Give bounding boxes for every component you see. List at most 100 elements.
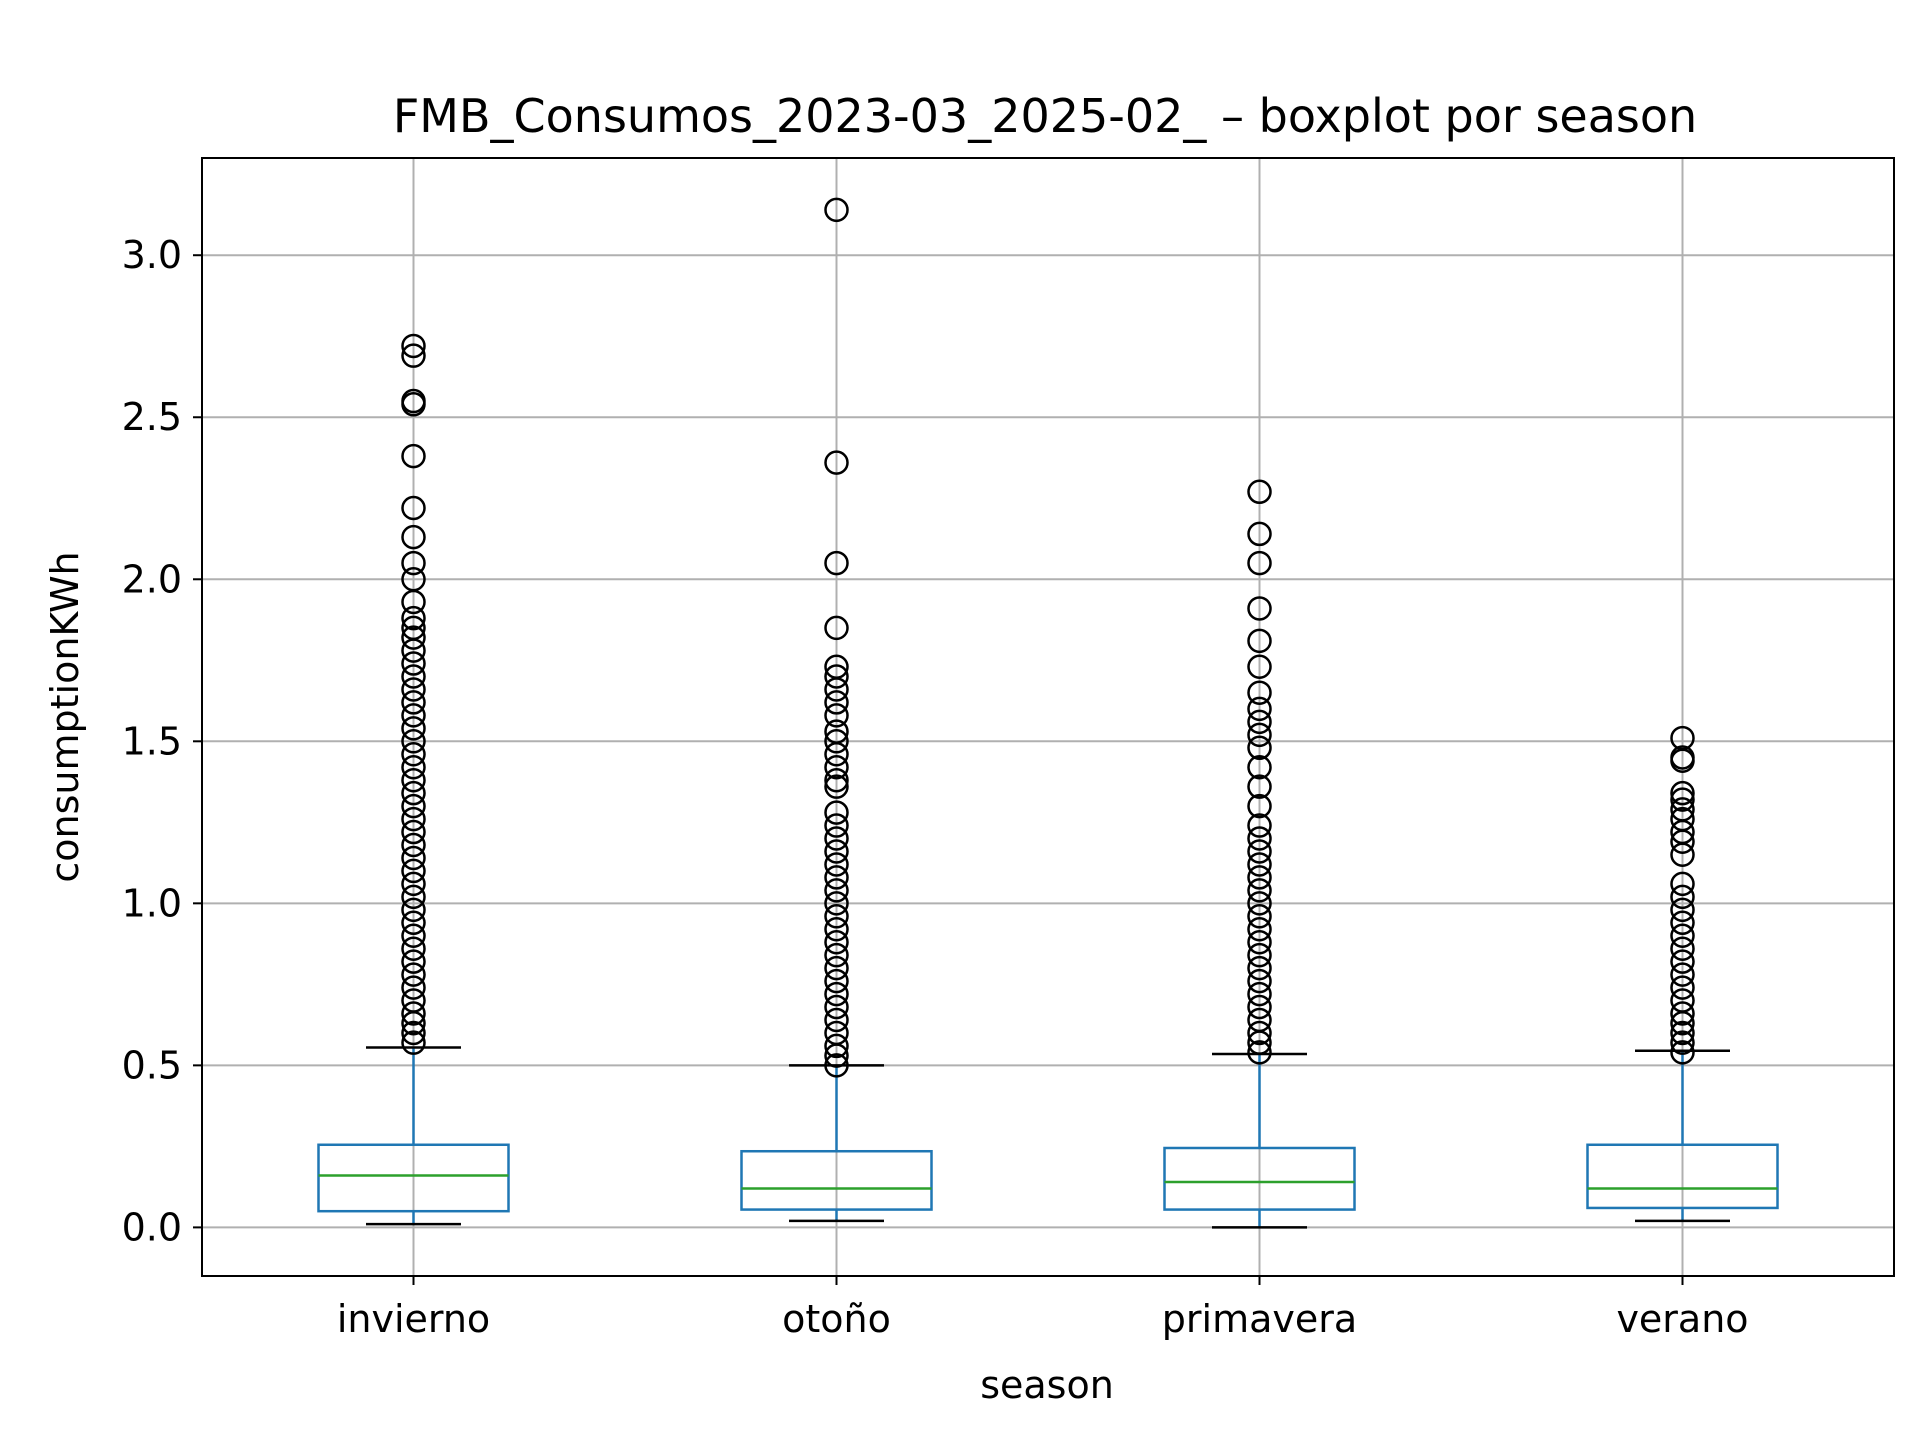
outlier-point bbox=[824, 729, 849, 754]
outlier-point bbox=[1670, 745, 1695, 770]
outlier-point bbox=[1670, 797, 1695, 822]
outlier-point bbox=[824, 719, 849, 744]
outlier-point bbox=[1247, 929, 1272, 955]
outlier-point bbox=[1247, 968, 1272, 994]
outlier-point bbox=[824, 754, 849, 780]
outlier-point bbox=[1247, 628, 1272, 654]
outlier-point bbox=[401, 897, 426, 923]
outlier-point bbox=[1670, 949, 1695, 974]
outlier-point bbox=[1247, 917, 1272, 942]
outlier-point bbox=[824, 929, 849, 955]
outlier-point bbox=[824, 1007, 849, 1033]
outlier-point bbox=[401, 819, 426, 845]
outlier-point bbox=[401, 605, 426, 631]
outlier-point bbox=[401, 1020, 426, 1046]
outlier-point bbox=[824, 917, 849, 942]
outlier-point bbox=[1670, 787, 1695, 812]
outlier-point bbox=[824, 197, 849, 223]
outlier-point bbox=[401, 923, 426, 948]
outlier-point bbox=[824, 800, 849, 825]
outlier-point bbox=[1247, 878, 1272, 903]
x-tick-label: verano bbox=[1616, 1297, 1748, 1341]
outlier-point bbox=[1247, 865, 1272, 890]
outlier-point bbox=[824, 968, 849, 994]
outlier-point bbox=[824, 942, 849, 968]
box-group-1 bbox=[740, 197, 933, 1223]
outlier-point bbox=[401, 651, 426, 676]
outlier-point bbox=[401, 793, 426, 819]
plot-area bbox=[317, 197, 1779, 1229]
outlier-point bbox=[1670, 988, 1695, 1013]
axes-frame bbox=[201, 157, 1895, 1277]
outlier-point bbox=[824, 450, 849, 475]
outlier-point bbox=[401, 495, 426, 521]
outlier-point bbox=[824, 904, 849, 929]
y-tick-label: 3.0 bbox=[122, 233, 182, 277]
outlier-point bbox=[401, 806, 426, 832]
outlier-point bbox=[1670, 910, 1695, 936]
outlier-point bbox=[1247, 1040, 1272, 1065]
y-tick-label: 2.0 bbox=[122, 557, 182, 601]
outlier-point bbox=[1247, 994, 1272, 1020]
outlier-point bbox=[824, 690, 849, 715]
outlier-point bbox=[1247, 904, 1272, 929]
outlier-point bbox=[824, 878, 849, 903]
outlier-point bbox=[1247, 942, 1272, 968]
outlier-point bbox=[1247, 550, 1272, 576]
outlier-point bbox=[1247, 722, 1272, 748]
y-axis-label: consumptionKWh bbox=[43, 551, 87, 882]
outlier-point bbox=[824, 703, 849, 728]
box-iqr bbox=[1586, 1143, 1779, 1210]
outlier-point bbox=[401, 524, 426, 550]
outlier-point bbox=[401, 388, 426, 414]
outlier-point bbox=[401, 975, 426, 1000]
x-tick-label: otoño bbox=[782, 1297, 891, 1341]
outlier-point bbox=[1247, 1007, 1272, 1033]
outlier-point bbox=[401, 567, 426, 592]
outlier-point bbox=[401, 742, 426, 767]
outlier-point bbox=[824, 1020, 849, 1046]
outlier-point bbox=[1247, 981, 1272, 1007]
outlier-point bbox=[824, 826, 849, 851]
outlier-point bbox=[401, 664, 426, 689]
outlier-point bbox=[1670, 1040, 1695, 1065]
outlier-point bbox=[401, 1001, 426, 1026]
outlier-point bbox=[401, 858, 426, 884]
box-group-3 bbox=[1586, 725, 1779, 1223]
outlier-point bbox=[1247, 852, 1272, 877]
outlier-point bbox=[824, 813, 849, 838]
outlier-point bbox=[1247, 596, 1272, 621]
outlier-point bbox=[824, 955, 849, 981]
y-tick-label: 0.5 bbox=[122, 1043, 182, 1087]
y-tick-label: 1.0 bbox=[122, 881, 182, 925]
box-iqr bbox=[317, 1143, 510, 1213]
outlier-point bbox=[1247, 479, 1272, 505]
outlier-point bbox=[824, 839, 849, 864]
outlier-point bbox=[401, 550, 426, 576]
box-iqr bbox=[740, 1149, 933, 1211]
outlier-point bbox=[824, 774, 849, 799]
outlier-point bbox=[1247, 735, 1272, 761]
outlier-point bbox=[1247, 709, 1272, 735]
outlier-point bbox=[1670, 1001, 1695, 1026]
outlier-point bbox=[1670, 897, 1695, 923]
x-axis-label: season bbox=[980, 1363, 1114, 1407]
chart-title: FMB_Consumos_2023-03_2025-02_ – boxplot … bbox=[393, 89, 1697, 143]
outlier-point bbox=[1670, 923, 1695, 948]
outlier-point bbox=[1670, 936, 1695, 961]
outlier-point bbox=[401, 884, 426, 910]
outlier-point bbox=[401, 936, 426, 961]
outlier-point bbox=[1247, 680, 1272, 705]
outlier-point bbox=[824, 891, 849, 916]
outlier-point bbox=[1247, 839, 1272, 864]
outlier-point bbox=[824, 615, 849, 641]
outlier-point bbox=[401, 343, 426, 368]
outlier-point bbox=[1670, 1020, 1695, 1046]
outlier-point bbox=[401, 845, 426, 871]
outlier-point bbox=[1247, 813, 1272, 838]
outlier-point bbox=[401, 443, 426, 469]
outlier-point bbox=[401, 871, 426, 897]
box-group-2 bbox=[1163, 479, 1356, 1229]
